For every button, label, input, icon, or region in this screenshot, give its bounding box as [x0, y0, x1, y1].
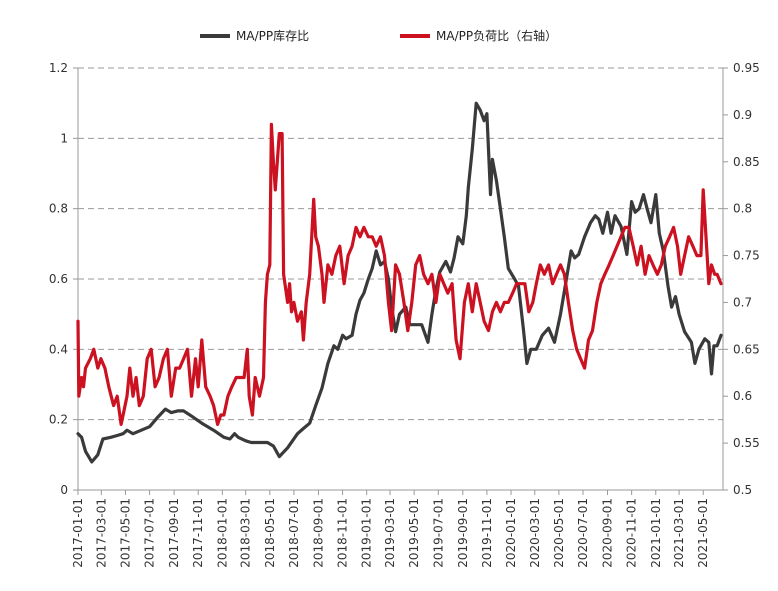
x-tick-label: 2020-01-01: [504, 498, 518, 568]
x-tick-label: 2020-05-01: [552, 498, 566, 568]
left-tick-label: 0.2: [49, 413, 68, 427]
right-tick-label: 0.65: [733, 342, 760, 356]
right-tick-label: 0.55: [733, 436, 760, 450]
legend-label-load: MA/PP负荷比（右轴）: [436, 28, 557, 43]
left-tick-label: 0: [60, 483, 68, 497]
x-tick-label: 2017-03-01: [94, 498, 108, 568]
x-tick-label: 2021-03-01: [672, 498, 686, 568]
x-tick-label: 2017-01-01: [71, 498, 85, 568]
right-axis-ticks: 0.5 0.55 0.6 0.65 0.7 0.75 0.8 0.85 0.9 0.95: [723, 61, 760, 497]
x-tick-label: 2021-05-01: [696, 498, 710, 568]
series-line-load-ratio: [76, 122, 723, 426]
x-tick-label: 2018-01-01: [215, 498, 229, 568]
left-tick-label: 0.6: [49, 272, 68, 286]
x-tick-label: 2019-01-01: [360, 498, 374, 568]
legend-label-inventory: MA/PP库存比: [236, 28, 309, 43]
right-tick-label: 0.85: [733, 155, 760, 169]
left-tick-label: 0.4: [49, 342, 68, 356]
x-axis-ticks: 2017-01-01 2017-03-01 2017-05-01 2017-07-01…: [71, 490, 710, 568]
x-tick-label: 2017-07-01: [143, 498, 157, 568]
x-tick-label: 2017-05-01: [118, 498, 132, 568]
chart-legend: MA/PP库存比 MA/PP负荷比（右轴）: [200, 28, 557, 43]
x-tick-label: 2018-03-01: [239, 498, 253, 568]
x-tick-label: 2018-05-01: [263, 498, 277, 568]
right-tick-label: 0.9: [733, 108, 752, 122]
x-tick-label: 2019-03-01: [383, 498, 397, 568]
x-tick-label: 2019-07-01: [431, 498, 445, 568]
x-tick-label: 2020-03-01: [528, 498, 542, 568]
right-tick-label: 0.6: [733, 389, 752, 403]
x-tick-label: 2019-11-01: [480, 498, 494, 568]
right-tick-label: 0.75: [733, 249, 760, 263]
series-line-inventory-ratio: [76, 101, 723, 464]
x-tick-label: 2018-09-01: [311, 498, 325, 568]
x-tick-label: 2020-07-01: [576, 498, 590, 568]
left-tick-label: 1.2: [49, 61, 68, 75]
x-tick-label: 2017-09-01: [167, 498, 181, 568]
left-tick-label: 1: [60, 131, 68, 145]
x-tick-label: 2019-05-01: [407, 498, 421, 568]
x-tick-label: 2018-11-01: [336, 498, 350, 568]
x-tick-label: 2020-11-01: [625, 498, 639, 568]
series-layer: [76, 101, 723, 464]
right-tick-label: 0.8: [733, 202, 752, 216]
left-tick-label: 0.8: [49, 202, 68, 216]
right-tick-label: 0.95: [733, 61, 760, 75]
x-tick-label: 2021-01-01: [649, 498, 663, 568]
left-axis-ticks: 0 0.2 0.4 0.6 0.8 1 1.2: [49, 61, 78, 497]
x-tick-label: 2020-09-01: [601, 498, 615, 568]
x-tick-label: 2019-09-01: [456, 498, 470, 568]
right-tick-label: 0.5: [733, 483, 752, 497]
x-tick-label: 2017-11-01: [191, 498, 205, 568]
right-tick-label: 0.7: [733, 295, 752, 309]
x-tick-label: 2018-07-01: [287, 498, 301, 568]
